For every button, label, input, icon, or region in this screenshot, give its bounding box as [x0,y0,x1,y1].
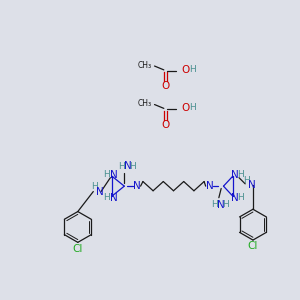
Text: N: N [133,181,141,191]
Text: N: N [248,180,255,190]
Text: H: H [237,170,244,179]
Text: N: N [96,187,104,196]
Text: H: H [189,64,195,74]
Text: H: H [103,193,110,202]
Text: CH₃: CH₃ [138,61,152,70]
Text: N: N [206,181,213,191]
Text: H: H [103,170,110,179]
Text: H: H [130,162,136,171]
Text: N: N [231,193,239,203]
Text: H: H [189,103,195,112]
Text: H: H [118,162,125,171]
Text: N: N [231,169,239,180]
Text: CH₃: CH₃ [138,99,152,108]
Text: H: H [243,176,250,185]
Text: O: O [161,119,169,130]
Text: O: O [181,103,189,113]
Text: N: N [110,169,118,180]
Text: H: H [212,200,218,209]
Text: O: O [161,81,169,91]
Text: H: H [237,193,244,202]
Text: N: N [110,193,118,203]
Text: O: O [181,65,189,75]
Text: H: H [92,182,98,191]
Text: N: N [217,200,224,210]
Text: Cl: Cl [248,241,258,251]
Text: N: N [124,161,131,171]
Text: H: H [223,200,229,209]
Text: Cl: Cl [73,244,83,254]
